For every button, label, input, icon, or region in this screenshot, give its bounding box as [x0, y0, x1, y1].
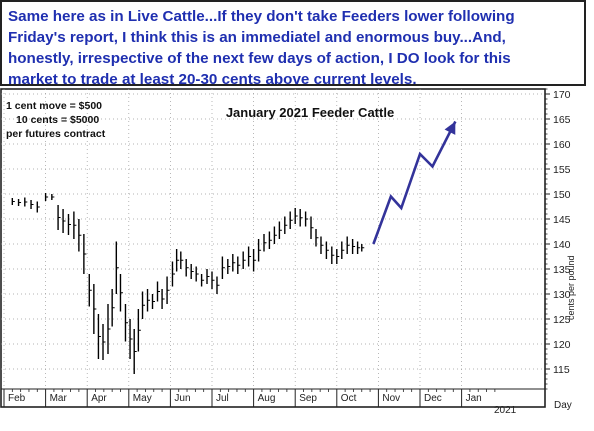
x-axis-year-label: 2021: [494, 405, 517, 416]
y-tick-label: 135: [553, 264, 571, 276]
grid-lines: [1, 89, 545, 389]
forecast-arrow-head: [444, 121, 456, 135]
y-tick-label: 130: [553, 289, 571, 301]
info-line-1: 1 cent move = $500: [6, 100, 102, 112]
info-line-2: 10 cents = $5000: [16, 114, 99, 126]
y-tick-label: 165: [553, 114, 571, 126]
y-tick-label: 150: [553, 189, 571, 201]
x-axis-day-label: Day: [554, 400, 572, 411]
chart-frame: 115 120 125 130 135 140 145 150 155 160 165 170 Feb…: [0, 88, 594, 426]
y-tick-label: 170: [553, 89, 571, 101]
y-axis: 115 120 125 130 135 140 145 150 155 160 165 170: [545, 88, 571, 390]
price-bars: [11, 193, 365, 374]
y-tick-label: 115: [553, 364, 570, 376]
forecast-arrow-line: [372, 120, 457, 245]
month-label: Apr: [91, 393, 107, 404]
month-label: Nov: [382, 393, 400, 404]
chart-title: January 2021 Feeder Cattle: [226, 105, 394, 120]
month-label: Jan: [466, 393, 482, 404]
y-axis-unit-label: cents per pound: [566, 255, 576, 320]
y-tick-label: 160: [553, 139, 571, 151]
month-label: Aug: [258, 393, 276, 404]
month-label: Jun: [174, 393, 190, 404]
y-tick-label: 140: [553, 239, 571, 251]
month-label: May: [133, 393, 152, 404]
y-tick-label: 125: [553, 314, 571, 326]
plot-border: [0, 88, 546, 408]
feeder-cattle-chart: 115 120 125 130 135 140 145 150 155 160 165 170 Feb…: [0, 88, 576, 416]
forecast-arrow: [372, 120, 457, 245]
info-line-3: per futures contract: [6, 128, 106, 140]
month-label: Sep: [299, 393, 317, 404]
month-label: Dec: [424, 393, 442, 404]
month-label: Oct: [341, 393, 357, 404]
y-tick-label: 120: [553, 339, 571, 351]
month-label: Jul: [216, 393, 229, 404]
month-label: Feb: [8, 393, 26, 404]
y-tick-label: 145: [553, 214, 571, 226]
x-axis: Feb Mar Apr May Jun Jul Aug Sep Oct Nov Dec Jan: [1, 388, 545, 407]
y-tick-label: 155: [553, 164, 571, 176]
annotation-box: Same here as in Live Cattle...If they do…: [0, 0, 586, 88]
month-label: Mar: [50, 393, 68, 404]
